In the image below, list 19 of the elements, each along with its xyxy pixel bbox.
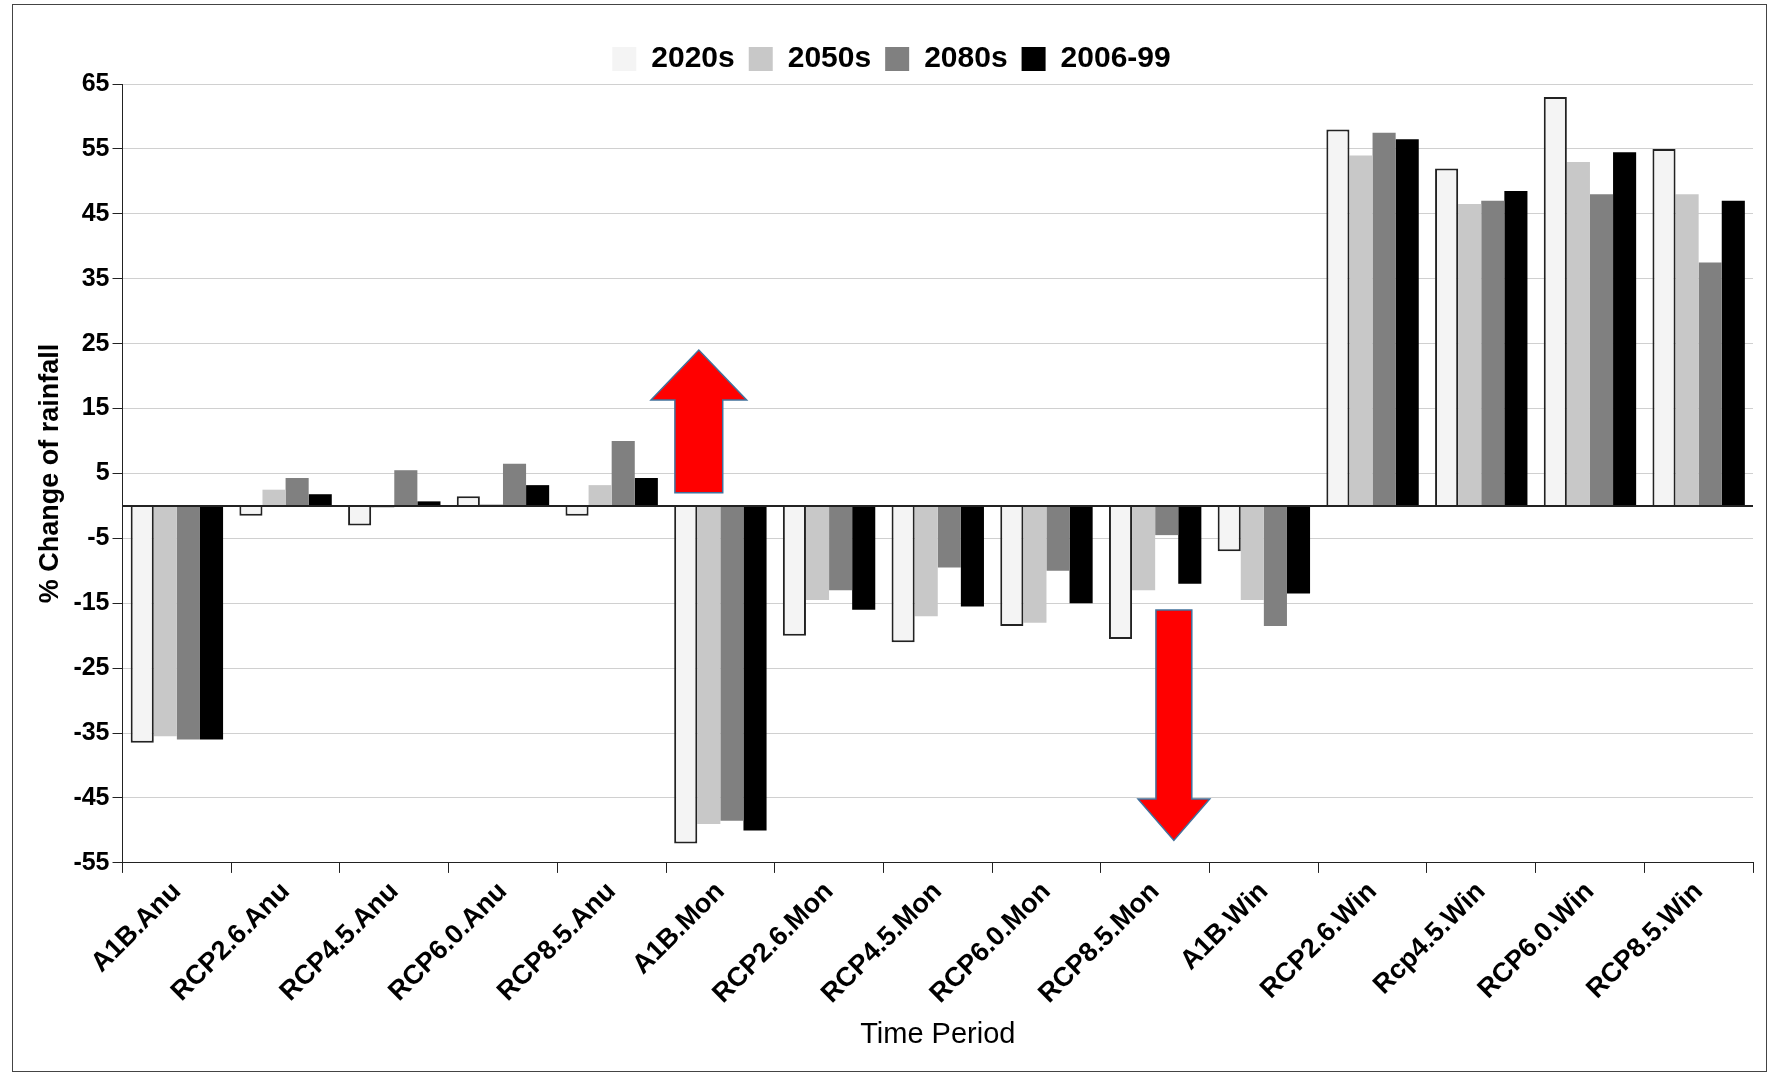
y-tick-label: 5 bbox=[95, 457, 110, 486]
x-axis-title: Time Period bbox=[860, 1016, 1016, 1049]
y-tick-label: 55 bbox=[81, 132, 110, 161]
y-tick-label: 35 bbox=[81, 262, 110, 291]
y-tick-label: 45 bbox=[81, 197, 110, 226]
legend-label: 2050s bbox=[787, 40, 872, 74]
legend-label: 2020s bbox=[651, 40, 735, 74]
y-tick-label: 15 bbox=[81, 392, 110, 421]
y-tick-label: -15 bbox=[73, 587, 110, 616]
legend-label: 2006-99 bbox=[1060, 40, 1171, 74]
y-tick-label: -5 bbox=[87, 522, 110, 551]
y-tick-label: -45 bbox=[73, 781, 110, 810]
legend-label: 2080s bbox=[924, 40, 1008, 74]
y-axis-title: % Change of rainfall bbox=[33, 343, 64, 604]
y-tick-label: -25 bbox=[73, 652, 110, 681]
y-tick-label: 25 bbox=[81, 327, 110, 356]
y-tick-label: -35 bbox=[73, 716, 110, 745]
y-tick-label: 65 bbox=[81, 67, 110, 96]
y-tick-label: -55 bbox=[73, 846, 110, 875]
